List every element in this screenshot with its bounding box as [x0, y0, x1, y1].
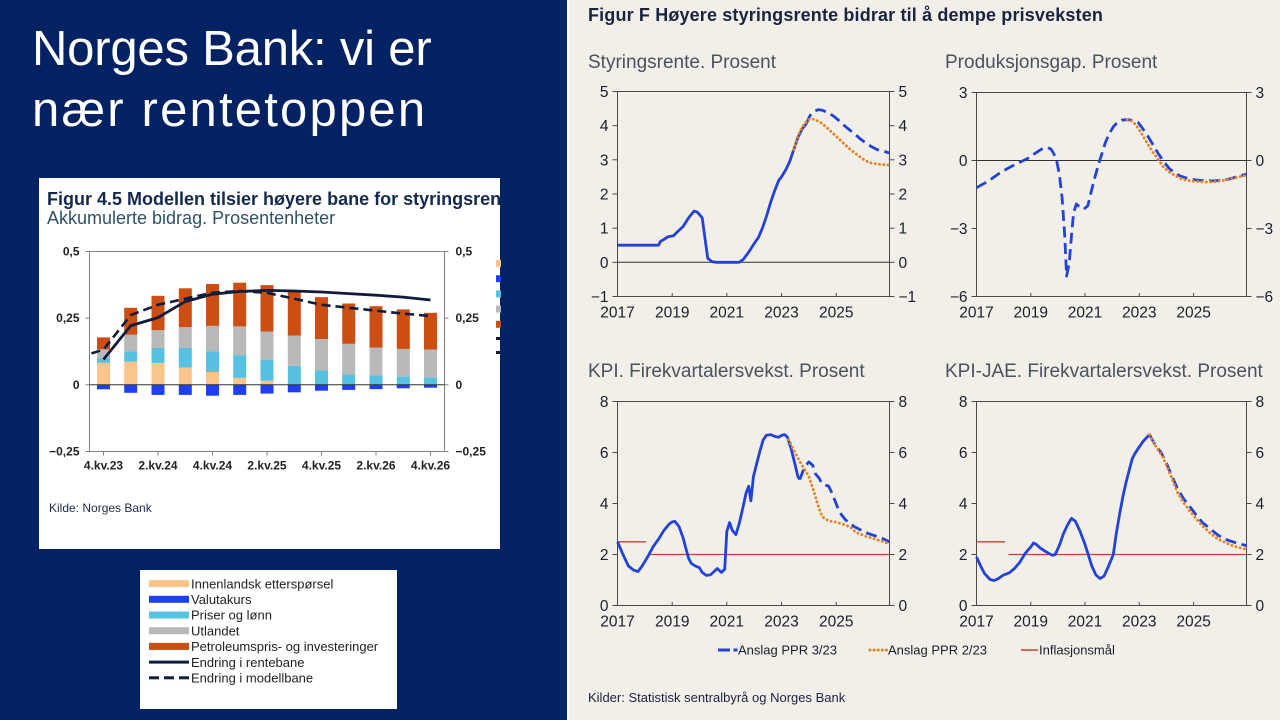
svg-text:Endring i modellbane: Endring i modellbane: [191, 671, 313, 686]
svg-text:4: 4: [600, 496, 609, 513]
svg-text:2019: 2019: [655, 614, 689, 631]
svg-text:0: 0: [899, 255, 908, 272]
svg-text:Inflasjonsmål: Inflasjonsmål: [1039, 643, 1115, 658]
svg-text:2: 2: [899, 187, 908, 204]
svg-text:4: 4: [1256, 496, 1265, 513]
svg-text:4: 4: [959, 496, 968, 513]
svg-text:2021: 2021: [1068, 305, 1102, 322]
svg-text:Anslag PPR 3/23: Anslag PPR 3/23: [738, 643, 837, 658]
svg-text:1: 1: [899, 221, 908, 238]
svg-text:2: 2: [600, 547, 609, 564]
svg-text:Endring i rentebane: Endring i rentebane: [191, 655, 304, 670]
svg-text:8: 8: [899, 394, 908, 411]
svg-text:3: 3: [600, 152, 609, 169]
svg-text:Priser og lønn: Priser og lønn: [191, 608, 272, 623]
svg-text:4.kv.23: 4.kv.23: [84, 459, 123, 473]
svg-text:2021: 2021: [710, 305, 744, 322]
svg-text:0: 0: [1256, 598, 1265, 615]
svg-text:0,25: 0,25: [456, 311, 480, 325]
svg-text:Innenlandsk etterspørsel: Innenlandsk etterspørsel: [191, 576, 333, 591]
svg-text:−1: −1: [899, 289, 917, 306]
svg-text:4: 4: [600, 118, 609, 135]
svg-text:0,25: 0,25: [56, 311, 80, 325]
svg-text:−1: −1: [591, 289, 609, 306]
svg-text:2: 2: [600, 187, 609, 204]
svg-text:2019: 2019: [655, 305, 689, 322]
svg-text:2.kv.25: 2.kv.25: [247, 459, 286, 473]
svg-text:2025: 2025: [819, 614, 853, 631]
svg-text:−0,25: −0,25: [456, 445, 487, 459]
svg-text:Utlandet: Utlandet: [191, 623, 240, 638]
svg-text:2021: 2021: [1068, 614, 1102, 631]
svg-text:2023: 2023: [764, 614, 798, 631]
svg-text:4: 4: [899, 118, 908, 135]
svg-text:6: 6: [899, 445, 908, 462]
svg-text:2017: 2017: [959, 614, 993, 631]
svg-text:6: 6: [1256, 445, 1265, 462]
svg-text:−6: −6: [950, 289, 968, 306]
svg-text:2025: 2025: [1176, 614, 1210, 631]
svg-text:8: 8: [1256, 394, 1265, 411]
svg-text:2: 2: [1256, 547, 1265, 564]
svg-text:2: 2: [899, 547, 908, 564]
svg-text:8: 8: [600, 394, 609, 411]
svg-text:2: 2: [959, 547, 968, 564]
svg-text:4.kv.25: 4.kv.25: [302, 459, 341, 473]
svg-text:2017: 2017: [959, 305, 993, 322]
svg-text:0: 0: [73, 378, 80, 392]
svg-text:3: 3: [899, 152, 908, 169]
svg-text:0: 0: [899, 598, 908, 615]
svg-text:Anslag PPR 2/23: Anslag PPR 2/23: [888, 643, 987, 658]
svg-text:6: 6: [959, 445, 968, 462]
svg-text:2021: 2021: [710, 614, 744, 631]
svg-text:2017: 2017: [600, 614, 634, 631]
svg-text:0,5: 0,5: [63, 245, 80, 259]
svg-text:4.kv.26: 4.kv.26: [411, 459, 450, 473]
svg-text:2.kv.26: 2.kv.26: [356, 459, 395, 473]
svg-text:2025: 2025: [819, 305, 853, 322]
svg-text:5: 5: [600, 84, 609, 101]
svg-text:3: 3: [959, 85, 968, 102]
svg-text:0: 0: [1256, 153, 1265, 170]
svg-text:2023: 2023: [1122, 305, 1156, 322]
svg-text:2017: 2017: [600, 305, 634, 322]
svg-text:−3: −3: [1256, 221, 1274, 238]
svg-text:0: 0: [600, 598, 609, 615]
svg-text:2019: 2019: [1014, 305, 1048, 322]
svg-text:−0,25: −0,25: [49, 445, 80, 459]
svg-text:0: 0: [600, 255, 609, 272]
svg-text:4: 4: [899, 496, 908, 513]
svg-text:0: 0: [959, 153, 968, 170]
svg-text:0: 0: [959, 598, 968, 615]
svg-text:2023: 2023: [1122, 614, 1156, 631]
svg-text:5: 5: [899, 84, 908, 101]
svg-text:4.kv.24: 4.kv.24: [193, 459, 232, 473]
svg-text:2019: 2019: [1014, 614, 1048, 631]
svg-text:−3: −3: [950, 221, 968, 238]
svg-text:8: 8: [959, 394, 968, 411]
svg-text:1: 1: [600, 221, 609, 238]
svg-text:2025: 2025: [1176, 305, 1210, 322]
svg-text:0,5: 0,5: [456, 245, 473, 259]
svg-text:Petroleumspris- og investering: Petroleumspris- og investeringer: [191, 639, 379, 654]
svg-text:0: 0: [456, 378, 463, 392]
svg-text:2023: 2023: [764, 305, 798, 322]
svg-text:3: 3: [1256, 85, 1265, 102]
svg-text:Valutakurs: Valutakurs: [191, 592, 252, 607]
svg-text:−6: −6: [1256, 289, 1274, 306]
svg-text:6: 6: [600, 445, 609, 462]
svg-text:2.kv.24: 2.kv.24: [138, 459, 177, 473]
